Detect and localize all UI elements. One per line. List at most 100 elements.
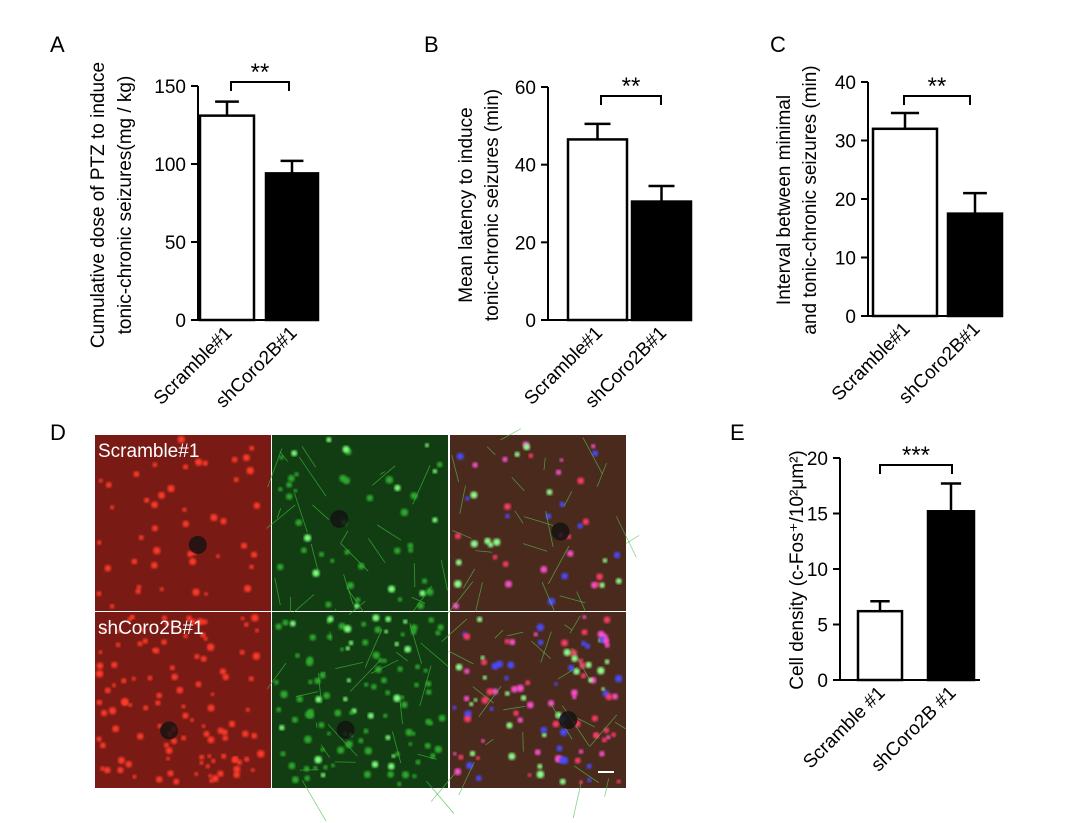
cell [366,494,374,502]
process [458,761,475,796]
cell [425,689,432,695]
cell [177,435,185,444]
process [596,462,607,488]
y-axis-label: Mean latency to induce [456,107,477,302]
cell [581,629,588,636]
dark-spot [330,509,349,528]
cell [385,616,392,623]
cell [96,736,102,742]
process [335,661,364,670]
cell [133,471,140,478]
process [296,691,319,697]
cell [96,699,103,706]
cell [577,477,585,485]
cell [327,615,334,623]
y-tick-label: 20 [835,190,856,211]
cell [582,518,589,525]
cell [117,629,122,633]
cell [109,505,115,510]
cell [318,551,325,557]
cell [473,698,478,702]
cell [393,694,401,702]
cell [403,619,408,624]
cell [506,722,513,729]
cell [128,703,133,708]
y-tick-label: 40 [835,73,856,94]
process [531,640,551,659]
cell [112,725,120,733]
cell [314,755,322,764]
process [370,659,399,674]
cell [357,562,365,570]
cell [432,517,438,523]
cell [546,489,553,496]
cell [397,666,403,672]
y-tick-label: 30 [835,132,856,153]
cell [464,668,470,674]
cell [385,690,391,696]
process [462,568,476,589]
process [312,504,330,520]
cell [452,705,457,710]
cell [387,763,395,770]
cell [161,615,167,621]
cell [528,453,534,459]
cell [182,712,189,719]
cell [504,691,510,696]
cell [344,549,350,555]
cell [239,649,245,655]
panel-label: C [770,32,786,57]
cell [330,558,335,564]
cell [489,706,494,712]
cell [404,645,412,653]
cell [142,638,148,644]
cell [463,695,470,702]
process [614,721,626,730]
cell [458,754,464,760]
process [452,529,472,539]
cell [143,497,150,503]
cell [435,630,441,636]
cell [491,662,499,670]
cell [574,757,581,764]
cell [245,707,250,713]
cell [547,700,555,707]
cell [308,679,313,685]
cell [147,675,153,681]
cell [325,601,332,608]
cell [95,669,104,678]
dark-spot [559,711,578,730]
cell [155,776,163,783]
cell [602,558,608,563]
cell [466,761,474,770]
significance-bracket [903,95,971,105]
cell [158,491,166,499]
cell [537,763,543,770]
cell [342,445,350,453]
y-tick-label: 5 [817,616,828,637]
process [572,781,582,819]
cell [151,501,158,509]
process [443,581,474,619]
cell [166,756,170,761]
cell [585,661,592,669]
cell [526,701,534,709]
cell [222,735,229,741]
y-tick-label: 0 [845,307,856,328]
process [440,560,448,591]
significance-bracket [230,81,290,91]
process [573,765,599,784]
cell [401,771,410,779]
process [349,660,380,692]
process [576,591,588,615]
cell [400,695,405,700]
cell [400,632,405,637]
cell [577,523,583,529]
process [412,465,431,505]
cell [339,474,347,483]
process [577,717,596,728]
process [571,647,590,679]
micrograph [95,612,271,788]
cell [561,639,568,647]
cell [374,626,382,634]
